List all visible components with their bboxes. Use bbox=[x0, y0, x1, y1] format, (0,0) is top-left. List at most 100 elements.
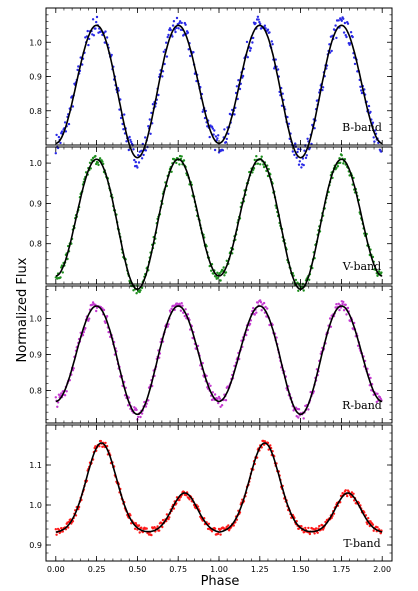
data-point bbox=[271, 43, 274, 46]
data-point bbox=[184, 23, 187, 26]
data-point bbox=[181, 304, 184, 307]
data-point bbox=[175, 16, 179, 20]
data-point bbox=[261, 303, 264, 306]
model-curve bbox=[55, 442, 383, 533]
x-tick-label: 1.00 bbox=[210, 565, 228, 574]
data-point bbox=[335, 36, 338, 40]
data-point bbox=[110, 53, 113, 57]
data-point bbox=[63, 121, 67, 124]
data-point bbox=[192, 51, 195, 54]
data-point bbox=[245, 333, 248, 337]
x-tick-label: 2.00 bbox=[373, 565, 391, 574]
x-tick-label: 0.00 bbox=[47, 565, 65, 574]
data-point bbox=[210, 530, 214, 533]
data-point bbox=[130, 140, 133, 144]
data-point bbox=[91, 18, 95, 21]
data-point bbox=[296, 150, 299, 154]
data-point bbox=[337, 19, 340, 22]
data-point bbox=[262, 301, 266, 305]
data-point bbox=[297, 147, 300, 151]
data-point bbox=[60, 527, 63, 530]
data-point bbox=[260, 309, 263, 312]
data-point bbox=[54, 528, 57, 531]
data-point bbox=[61, 271, 64, 274]
panel-frame bbox=[45, 146, 393, 285]
data-point bbox=[163, 62, 166, 66]
data-point bbox=[55, 533, 58, 536]
data-point bbox=[183, 314, 186, 318]
data-point bbox=[96, 161, 100, 164]
data-point bbox=[342, 162, 345, 165]
data-point bbox=[129, 514, 132, 517]
data-point bbox=[119, 116, 123, 120]
data-point bbox=[225, 259, 228, 262]
data-point bbox=[186, 313, 190, 316]
data-point bbox=[144, 405, 148, 408]
data-point bbox=[338, 308, 341, 312]
data-point bbox=[99, 439, 103, 443]
data-point bbox=[303, 149, 306, 152]
data-point bbox=[297, 289, 300, 292]
data-point bbox=[77, 65, 80, 68]
data-point bbox=[253, 158, 256, 162]
data-point bbox=[65, 390, 68, 393]
data-point bbox=[170, 170, 173, 173]
data-point bbox=[225, 137, 228, 141]
data-point bbox=[137, 154, 140, 157]
y-tick-label: 1.0 bbox=[29, 38, 42, 47]
data-point bbox=[149, 132, 152, 135]
data-point bbox=[150, 111, 153, 115]
y-tick-label: 0.9 bbox=[29, 351, 42, 360]
data-point bbox=[185, 494, 188, 497]
data-points bbox=[54, 299, 383, 421]
data-point bbox=[105, 36, 109, 39]
data-point bbox=[268, 31, 271, 34]
data-point bbox=[92, 34, 96, 37]
data-point bbox=[281, 92, 284, 95]
data-point bbox=[219, 279, 222, 282]
data-point bbox=[238, 87, 242, 91]
data-point bbox=[187, 48, 190, 51]
data-point bbox=[337, 302, 340, 305]
band-label: V-band bbox=[342, 260, 381, 273]
data-point bbox=[336, 165, 340, 168]
data-point bbox=[88, 161, 92, 164]
data-point bbox=[139, 415, 142, 419]
data-point bbox=[216, 397, 219, 401]
data-point bbox=[294, 278, 298, 282]
data-point bbox=[269, 444, 272, 447]
y-tick-label: 1.1 bbox=[29, 461, 42, 470]
data-point bbox=[246, 328, 249, 332]
data-point bbox=[342, 31, 346, 34]
data-point bbox=[144, 136, 147, 139]
data-point bbox=[134, 160, 137, 164]
data-point bbox=[218, 397, 221, 400]
data-point bbox=[350, 491, 354, 494]
data-point bbox=[235, 85, 239, 88]
data-point bbox=[94, 27, 97, 30]
data-point bbox=[294, 142, 297, 145]
data-point bbox=[211, 391, 214, 394]
data-point bbox=[211, 127, 214, 130]
data-point bbox=[259, 163, 262, 166]
data-point bbox=[138, 531, 141, 534]
data-point bbox=[227, 529, 231, 532]
data-point bbox=[189, 54, 192, 58]
x-tick-label: 0.75 bbox=[169, 565, 187, 574]
x-tick-label: 1.50 bbox=[292, 565, 310, 574]
data-point bbox=[81, 333, 85, 337]
data-point bbox=[178, 498, 181, 502]
data-point bbox=[245, 40, 249, 44]
data-point bbox=[178, 21, 181, 25]
data-point bbox=[150, 533, 153, 537]
data-point bbox=[346, 306, 350, 310]
panels: 0.8 0.9 1.0 B-band 0.8 0.9 1.0 V-band 0.8 0.9 1.0 R… bbox=[29, 7, 393, 574]
data-point bbox=[145, 527, 148, 530]
data-point bbox=[104, 321, 107, 325]
data-point bbox=[220, 404, 224, 407]
data-point bbox=[256, 301, 260, 304]
data-point bbox=[182, 159, 186, 162]
data-point bbox=[321, 86, 325, 89]
data-point bbox=[161, 75, 164, 78]
data-point bbox=[309, 390, 312, 394]
